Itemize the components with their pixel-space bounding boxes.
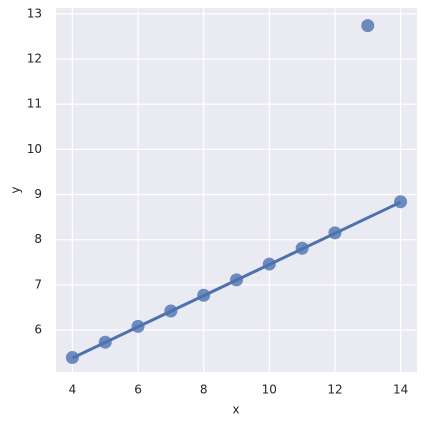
- x-tick-label: 6: [134, 383, 142, 397]
- y-tick-label: 9: [34, 187, 42, 201]
- x-tick-label: 4: [69, 383, 77, 397]
- y-tick-label: 7: [34, 277, 42, 291]
- fit-line: [71, 200, 402, 360]
- y-tick-label: 8: [34, 232, 42, 246]
- y-tick-label: 10: [27, 142, 42, 156]
- plot-area: [56, 8, 417, 372]
- x-tick-label: 12: [327, 383, 342, 397]
- x-tick-label: 10: [262, 383, 277, 397]
- point: [394, 195, 408, 209]
- x-tick-label: 14: [393, 383, 408, 397]
- x-axis-label: x: [232, 403, 239, 417]
- y-axis-label: y: [9, 186, 23, 193]
- y-tick-label: 13: [27, 6, 42, 20]
- x-tick-label: 8: [200, 383, 208, 397]
- y-tick-label: 12: [27, 52, 42, 66]
- y-tick-label: 6: [34, 323, 42, 337]
- y-tick-label: 11: [27, 97, 42, 111]
- point: [361, 19, 375, 33]
